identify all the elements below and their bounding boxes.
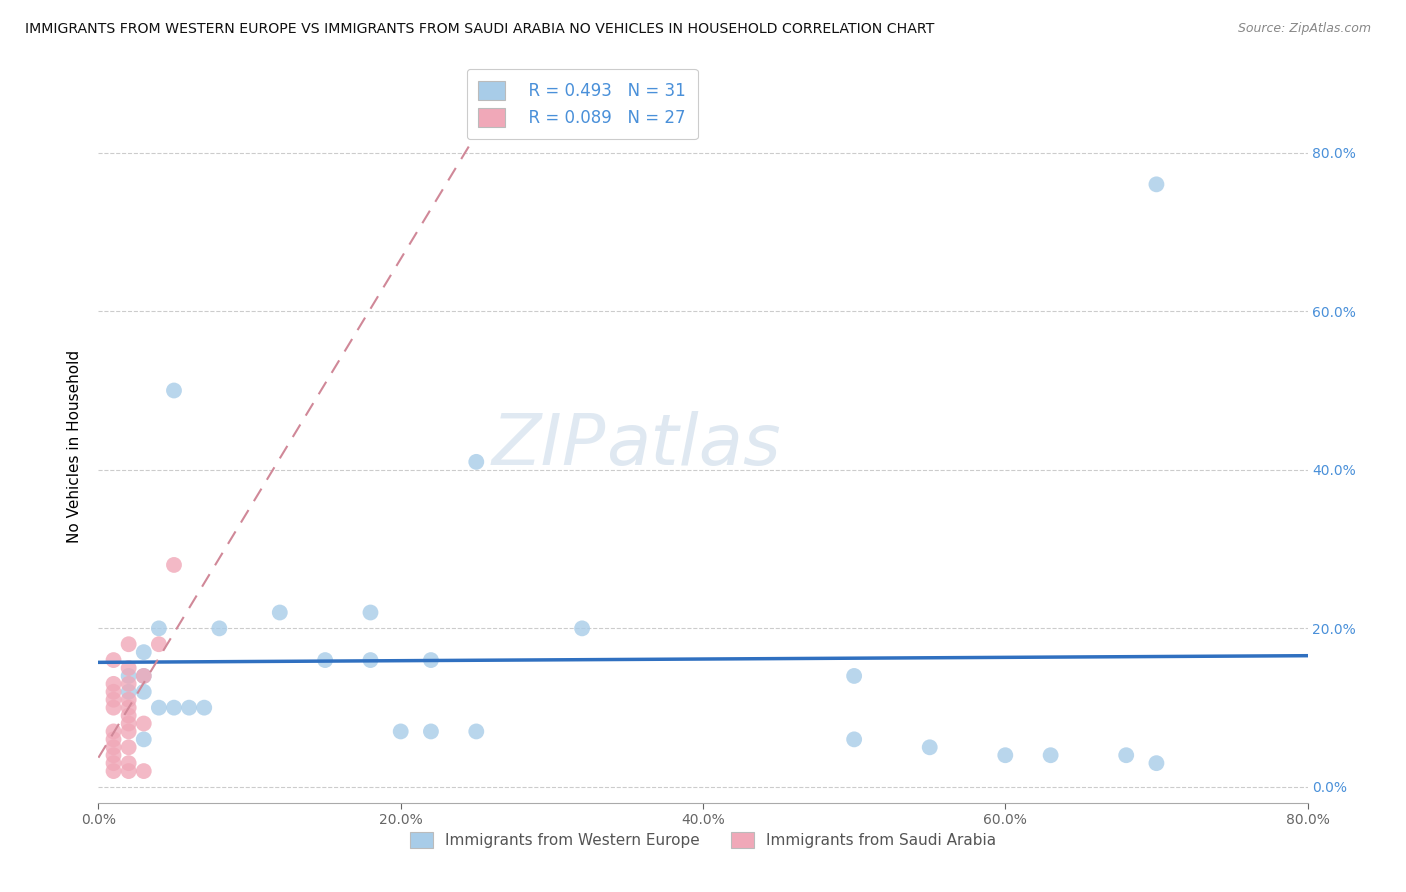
Point — [571, 621, 593, 635]
Point — [132, 716, 155, 731]
Point — [465, 455, 488, 469]
Point — [103, 740, 125, 755]
Text: ZIP: ZIP — [492, 411, 606, 481]
Point — [103, 732, 125, 747]
Point — [148, 700, 170, 714]
Point — [103, 692, 125, 706]
Point — [208, 621, 231, 635]
Point — [994, 748, 1017, 763]
Point — [163, 384, 186, 398]
Point — [118, 685, 141, 699]
Point — [918, 740, 941, 755]
Point — [118, 716, 141, 731]
Point — [465, 724, 488, 739]
Point — [103, 756, 125, 771]
Point — [118, 661, 141, 675]
Point — [1115, 748, 1137, 763]
Point — [360, 606, 382, 620]
Point — [118, 724, 141, 739]
Y-axis label: No Vehicles in Household: No Vehicles in Household — [67, 350, 83, 542]
Point — [420, 653, 443, 667]
Point — [163, 558, 186, 572]
Point — [1146, 756, 1168, 771]
Point — [269, 606, 291, 620]
Point — [118, 708, 141, 723]
Point — [103, 724, 125, 739]
Point — [118, 669, 141, 683]
Point — [132, 685, 155, 699]
Point — [118, 692, 141, 706]
Point — [103, 700, 125, 714]
Point — [103, 748, 125, 763]
Point — [1039, 748, 1062, 763]
Point — [103, 677, 125, 691]
Legend: Immigrants from Western Europe, Immigrants from Saudi Arabia: Immigrants from Western Europe, Immigran… — [402, 824, 1004, 855]
Point — [103, 653, 125, 667]
Point — [118, 677, 141, 691]
Point — [148, 621, 170, 635]
Point — [844, 732, 866, 747]
Point — [132, 669, 155, 683]
Point — [179, 700, 201, 714]
Point — [132, 764, 155, 778]
Point — [132, 732, 155, 747]
Point — [389, 724, 412, 739]
Point — [103, 685, 125, 699]
Point — [132, 669, 155, 683]
Point — [360, 653, 382, 667]
Text: IMMIGRANTS FROM WESTERN EUROPE VS IMMIGRANTS FROM SAUDI ARABIA NO VEHICLES IN HO: IMMIGRANTS FROM WESTERN EUROPE VS IMMIGR… — [25, 22, 935, 37]
Point — [118, 764, 141, 778]
Point — [420, 724, 443, 739]
Point — [1146, 178, 1168, 192]
Point — [118, 637, 141, 651]
Point — [103, 764, 125, 778]
Point — [118, 700, 141, 714]
Point — [132, 645, 155, 659]
Point — [118, 740, 141, 755]
Text: atlas: atlas — [606, 411, 780, 481]
Point — [118, 756, 141, 771]
Point — [193, 700, 215, 714]
Text: Source: ZipAtlas.com: Source: ZipAtlas.com — [1237, 22, 1371, 36]
Point — [314, 653, 336, 667]
Point — [148, 637, 170, 651]
Point — [163, 700, 186, 714]
Point — [844, 669, 866, 683]
